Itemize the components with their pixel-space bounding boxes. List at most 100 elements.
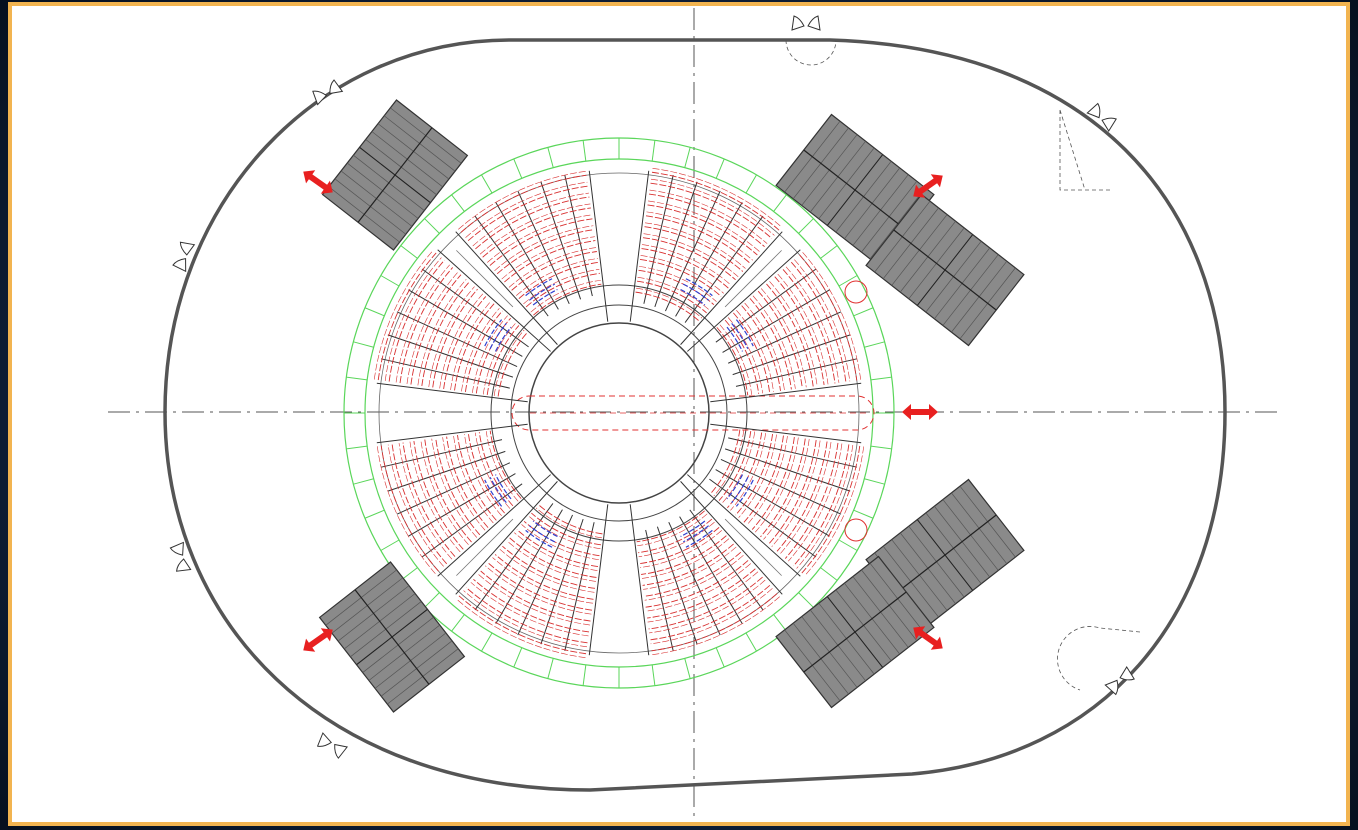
seat-row	[499, 548, 595, 593]
seat-row	[464, 434, 502, 516]
seat-row	[442, 437, 486, 531]
seat-row	[376, 446, 436, 574]
ring-division	[547, 147, 554, 168]
exit-arrow	[303, 628, 333, 652]
ring-division	[380, 539, 400, 551]
seat-row	[779, 442, 832, 555]
sector-line	[495, 202, 559, 310]
accessible-seat	[532, 520, 558, 538]
seat-row	[648, 193, 765, 248]
sector-line	[387, 334, 514, 378]
bleacher	[865, 193, 1025, 347]
seat-row	[718, 430, 752, 501]
sector-line	[675, 202, 743, 317]
bleacher-divider	[826, 154, 884, 226]
seat-row	[435, 438, 481, 536]
seat-row	[801, 445, 861, 574]
seat-row	[487, 562, 593, 611]
seat-row	[637, 276, 710, 311]
seat-row	[457, 435, 497, 521]
seat-row	[413, 441, 464, 550]
accessible-seat	[680, 288, 706, 306]
seat-row	[746, 436, 788, 526]
seat-row	[645, 222, 746, 269]
seat-row	[509, 537, 597, 578]
column	[844, 280, 868, 304]
sector-line	[396, 311, 518, 368]
ring-division	[364, 509, 385, 519]
seat-row	[643, 233, 739, 278]
seat-row	[743, 435, 784, 523]
ring-division	[864, 478, 885, 485]
exit-arrow	[902, 404, 938, 420]
seat-row	[642, 543, 734, 586]
seat-row	[647, 571, 759, 623]
bleacher	[775, 555, 935, 709]
seat-row	[511, 251, 597, 291]
ring-division	[451, 614, 465, 632]
seat-row	[749, 298, 792, 390]
aisle-arrow	[456, 518, 514, 576]
seat-row	[486, 325, 520, 396]
door-leaf	[312, 79, 344, 106]
seat-row	[638, 521, 715, 557]
seat-row	[727, 317, 763, 394]
sector-line	[679, 516, 743, 624]
bleacher-divider	[356, 608, 428, 666]
runway	[511, 395, 875, 431]
seat-row	[373, 250, 434, 380]
bleacher-divider	[826, 596, 884, 668]
seat-row	[744, 302, 785, 391]
stage-ring	[490, 284, 748, 542]
seat-row	[713, 430, 745, 497]
seat-row	[521, 524, 599, 560]
exit-arrow	[913, 174, 943, 198]
seat-row	[428, 286, 475, 387]
seat-row	[473, 578, 590, 633]
bleacher	[321, 99, 469, 251]
seat-row	[763, 439, 810, 540]
seat-row	[645, 560, 749, 608]
seat-row	[417, 279, 467, 386]
seat-row	[768, 439, 817, 545]
seat-row	[641, 538, 730, 579]
ring-division	[513, 647, 523, 668]
seat-row	[641, 535, 727, 575]
ring-division	[380, 275, 400, 287]
seat-row	[525, 272, 600, 308]
accessible-seat	[682, 283, 710, 301]
seat-row	[402, 442, 456, 557]
seat-row	[463, 590, 588, 648]
sector-line	[720, 458, 842, 515]
ring-division	[820, 245, 838, 259]
seat-row	[716, 327, 749, 396]
seat-row	[489, 430, 522, 499]
door	[312, 79, 344, 106]
seat-row	[648, 576, 763, 630]
seat-row	[487, 214, 592, 263]
ring-division	[864, 341, 885, 348]
seat-row	[648, 200, 761, 253]
seat-row	[406, 271, 459, 384]
seat-row	[485, 565, 592, 615]
seat-row	[774, 276, 825, 385]
seat-row	[514, 532, 598, 571]
seat-row	[443, 296, 487, 390]
sector-line	[588, 170, 609, 322]
door-leaf	[316, 732, 349, 759]
seat-row	[636, 510, 705, 543]
seat-row	[461, 308, 500, 392]
sector-line	[588, 504, 609, 656]
seat-row	[771, 440, 821, 547]
seat-row	[516, 529, 599, 568]
seat-row	[760, 288, 807, 388]
bleacher-divider	[916, 519, 974, 591]
door-leaf	[169, 541, 192, 572]
sector-line	[540, 518, 584, 645]
sector-line	[455, 481, 558, 595]
seat-row	[535, 507, 602, 539]
sector-line	[709, 478, 817, 558]
seat-row	[646, 563, 751, 612]
ring-division	[773, 614, 787, 632]
door	[1104, 666, 1135, 696]
